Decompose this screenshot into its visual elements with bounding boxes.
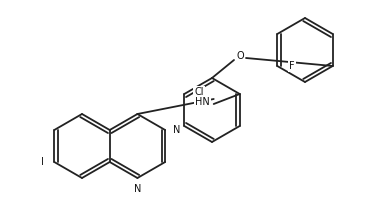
- Text: N: N: [134, 184, 141, 194]
- Text: HN: HN: [195, 97, 210, 107]
- Text: I: I: [42, 157, 44, 167]
- Text: F: F: [289, 61, 295, 71]
- Text: Cl: Cl: [194, 87, 204, 97]
- Text: N: N: [173, 125, 181, 135]
- Text: O: O: [236, 51, 244, 61]
